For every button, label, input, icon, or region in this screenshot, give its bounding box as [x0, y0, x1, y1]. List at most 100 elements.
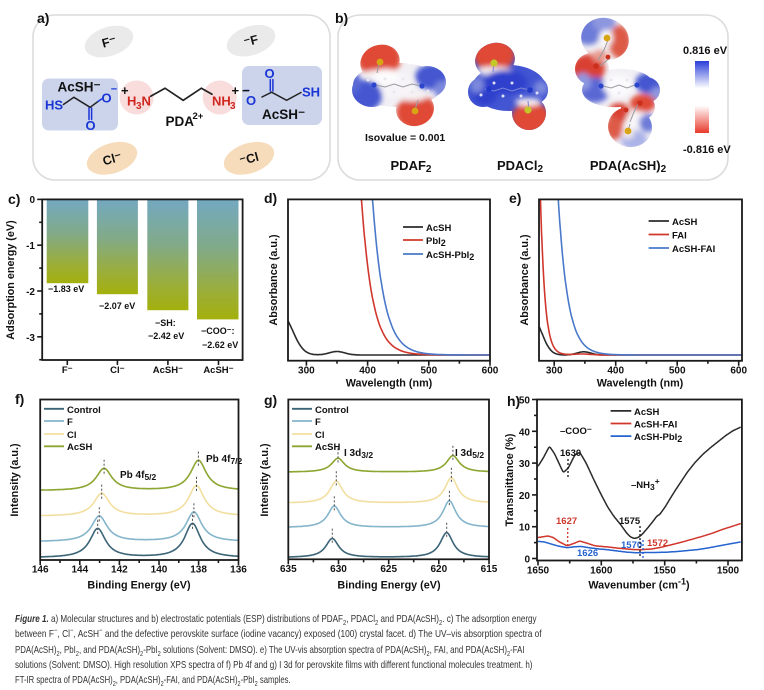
svg-text:10: 10 [519, 523, 531, 534]
svg-text:FAI: FAI [672, 231, 687, 242]
svg-text:1575: 1575 [619, 516, 641, 527]
svg-text:O: O [265, 66, 275, 81]
svg-text:50: 50 [519, 396, 531, 407]
svg-text:Absorbance (a.u.): Absorbance (a.u.) [519, 234, 531, 326]
svg-text:300: 300 [298, 366, 315, 377]
svg-text:1600: 1600 [590, 566, 613, 577]
svg-text:144: 144 [71, 565, 88, 576]
svg-text:AcSH: AcSH [426, 223, 451, 234]
svg-text:−2.62 eV: −2.62 eV [202, 340, 238, 350]
svg-text:AcSH-PbI2: AcSH-PbI2 [426, 250, 474, 262]
svg-text:Wavelength (nm): Wavelength (nm) [346, 378, 433, 390]
svg-text:⁻F: ⁻F [242, 32, 260, 49]
svg-text:SH: SH [302, 85, 320, 100]
svg-text:F⁻: F⁻ [100, 33, 118, 50]
svg-text:HS: HS [45, 98, 63, 113]
svg-text:AcSH: AcSH [315, 442, 340, 453]
svg-text:+: + [121, 83, 129, 98]
svg-text:Cl⁻: Cl⁻ [110, 365, 125, 376]
svg-text:146: 146 [32, 565, 49, 576]
svg-text:−2.42 eV: −2.42 eV [148, 331, 184, 341]
svg-text:PDA(AcSH)2: PDA(AcSH)2 [590, 158, 667, 175]
svg-text:Wavenumber (cm-1): Wavenumber (cm-1) [588, 577, 690, 592]
svg-text:PbI2: PbI2 [426, 236, 446, 248]
svg-text:Intensity (a.u.): Intensity (a.u.) [9, 443, 21, 517]
svg-text:⁻Cl: ⁻Cl [238, 150, 260, 168]
svg-text:d): d) [264, 190, 277, 206]
svg-text:Wavelength (nm): Wavelength (nm) [597, 378, 684, 390]
svg-text:140: 140 [151, 565, 168, 576]
svg-text:−: − [111, 84, 117, 96]
svg-text:40: 40 [519, 427, 531, 438]
svg-text:–NH3+: –NH3+ [631, 476, 660, 492]
svg-text:600: 600 [482, 366, 499, 377]
svg-text:AcSH⁻: AcSH⁻ [203, 365, 233, 376]
svg-text:615: 615 [481, 564, 498, 575]
svg-text:g): g) [264, 392, 277, 408]
svg-text:3: 3 [136, 101, 142, 112]
svg-text:−1.83 eV: −1.83 eV [48, 284, 84, 294]
svg-text:I 3d5/2: I 3d5/2 [455, 448, 484, 460]
svg-text:1572: 1572 [647, 538, 668, 549]
svg-text:630: 630 [330, 564, 347, 575]
svg-text:AcSH: AcSH [672, 217, 697, 228]
svg-text:-2: -2 [26, 287, 35, 298]
svg-text:PDAF2: PDAF2 [391, 158, 432, 175]
svg-text:e): e) [509, 190, 521, 206]
svg-text:0.816 eV: 0.816 eV [683, 45, 728, 57]
svg-text:AcSH⁻: AcSH⁻ [58, 80, 101, 95]
svg-text:−: − [242, 83, 250, 98]
svg-text:O: O [86, 118, 96, 133]
svg-text:Control: Control [67, 405, 101, 416]
svg-text:1650: 1650 [527, 566, 550, 577]
svg-text:−SH:: −SH: [155, 318, 176, 328]
svg-text:-1: -1 [26, 241, 35, 252]
svg-text:Binding Energy (eV): Binding Energy (eV) [87, 580, 191, 592]
svg-text:1550: 1550 [654, 566, 677, 577]
svg-text:H: H [127, 94, 136, 109]
svg-text:1630: 1630 [560, 448, 581, 459]
svg-text:Pb 4f7/2: Pb 4f7/2 [206, 454, 243, 466]
svg-text:AcSH: AcSH [67, 442, 92, 453]
svg-text:138: 138 [190, 565, 207, 576]
svg-text:Absorbance (a.u.): Absorbance (a.u.) [268, 234, 280, 326]
svg-text:AcSH-FAI: AcSH-FAI [672, 244, 715, 255]
svg-text:Adsorption energy (eV): Adsorption energy (eV) [5, 220, 17, 340]
svg-text:F: F [315, 417, 321, 428]
svg-text:F⁻: F⁻ [62, 365, 73, 376]
svg-text:300: 300 [546, 366, 563, 377]
svg-text:600: 600 [730, 366, 747, 377]
svg-text:Cl: Cl [67, 430, 77, 441]
svg-text:I 3d3/2: I 3d3/2 [344, 448, 373, 460]
svg-text:400: 400 [607, 366, 624, 377]
svg-text:142: 142 [111, 565, 128, 576]
svg-text:O: O [246, 93, 256, 108]
svg-text:N: N [142, 94, 151, 109]
svg-text:2+: 2+ [193, 111, 204, 122]
svg-text:PDA: PDA [166, 114, 195, 129]
svg-text:a): a) [37, 10, 49, 26]
svg-text:O: O [102, 91, 112, 106]
svg-text:Cl: Cl [315, 430, 325, 441]
svg-text:AcSH-FAI: AcSH-FAI [634, 420, 677, 431]
svg-text:635: 635 [280, 564, 297, 575]
svg-text:b): b) [335, 10, 348, 26]
svg-text:AcSH⁻: AcSH⁻ [153, 365, 183, 376]
svg-text:AcSH: AcSH [634, 407, 659, 418]
svg-text:1626: 1626 [577, 548, 598, 559]
svg-text:620: 620 [430, 564, 447, 575]
svg-text:–COO⁻: –COO⁻ [560, 426, 592, 437]
svg-text:Binding Energy (eV): Binding Energy (eV) [337, 580, 441, 592]
svg-text:c): c) [8, 191, 20, 207]
svg-text:1570: 1570 [621, 540, 642, 551]
svg-text:400: 400 [359, 366, 376, 377]
svg-text:-0.816 eV: -0.816 eV [683, 144, 731, 156]
svg-text:625: 625 [380, 564, 397, 575]
svg-text:Control: Control [315, 405, 349, 416]
svg-text:Cl⁻: Cl⁻ [101, 150, 123, 169]
svg-text:500: 500 [669, 366, 686, 377]
svg-text:1627: 1627 [556, 516, 577, 527]
svg-text:136: 136 [230, 565, 247, 576]
svg-text:F: F [67, 417, 73, 428]
svg-text:+: + [232, 83, 240, 98]
